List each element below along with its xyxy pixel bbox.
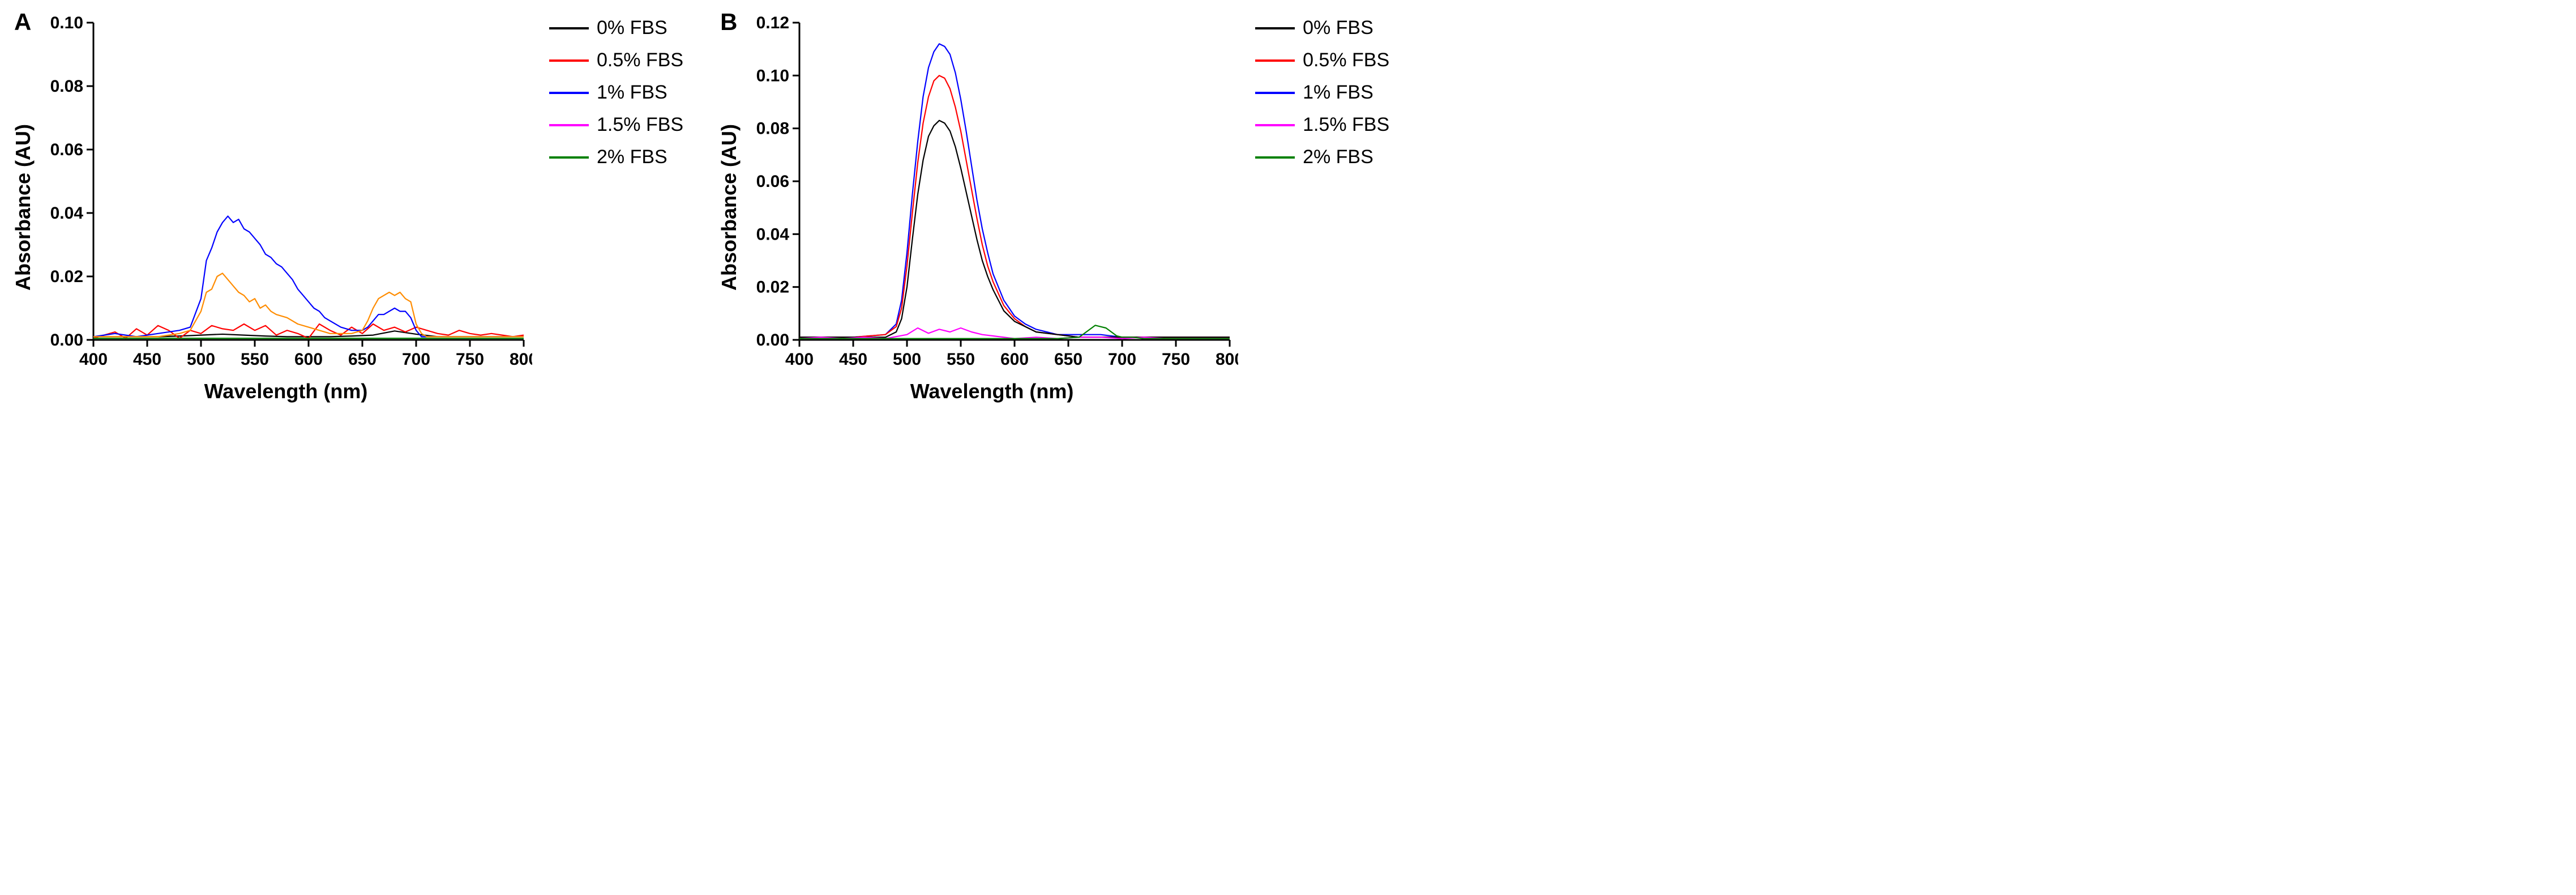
- legend-swatch: [1255, 27, 1295, 29]
- panel-b-chart-wrap: Absorbance (AU) 400 450 500 550 600 650 700 750…: [717, 11, 1238, 403]
- svg-text:650: 650: [1054, 350, 1082, 369]
- legend-label: 1.5% FBS: [1303, 114, 1389, 136]
- svg-text:800: 800: [510, 350, 532, 369]
- panel-a-label: A: [14, 8, 31, 36]
- svg-text:600: 600: [1000, 350, 1029, 369]
- legend-swatch: [1255, 92, 1295, 94]
- panel-a-axis-col: 400 450 500 550 600 650 700 750 800 0.00 0.02 0.04 0…: [40, 11, 532, 403]
- svg-text:500: 500: [893, 350, 921, 369]
- panel-b-ylabel: Absorbance (AU): [717, 124, 741, 291]
- figure-row: A Absorbance (AU) 400 450 500 550 600 650 700 7…: [11, 11, 2565, 403]
- svg-text:400: 400: [785, 350, 814, 369]
- svg-text:0.02: 0.02: [50, 267, 83, 286]
- svg-text:0.10: 0.10: [756, 66, 789, 85]
- svg-text:700: 700: [1108, 350, 1136, 369]
- svg-text:0.04: 0.04: [756, 225, 790, 244]
- panel-b-axis-col: 400 450 500 550 600 650 700 750 800 0.00 0.02 0.04 0…: [746, 11, 1238, 403]
- legend-swatch: [1255, 156, 1295, 159]
- panel-b-xlabel: Wavelength (nm): [910, 380, 1074, 403]
- legend-item: 1% FBS: [549, 82, 683, 104]
- svg-text:0.04: 0.04: [50, 204, 84, 223]
- svg-text:550: 550: [947, 350, 975, 369]
- svg-text:750: 750: [1162, 350, 1190, 369]
- svg-text:650: 650: [348, 350, 376, 369]
- svg-text:450: 450: [133, 350, 161, 369]
- legend-item: 1% FBS: [1255, 82, 1389, 104]
- legend-item: 0% FBS: [549, 17, 683, 39]
- legend-label: 0.5% FBS: [1303, 49, 1389, 71]
- svg-text:600: 600: [294, 350, 323, 369]
- svg-text:0.08: 0.08: [50, 77, 83, 96]
- legend-item: 2% FBS: [1255, 146, 1389, 168]
- legend-label: 0% FBS: [597, 17, 667, 39]
- svg-text:0.02: 0.02: [756, 278, 789, 297]
- panel-b-legend: 0% FBS 0.5% FBS 1% FBS 1.5% FBS 2% FBS: [1255, 17, 1389, 168]
- panel-a-xlabel: Wavelength (nm): [204, 380, 368, 403]
- panel-b: B Absorbance (AU) 400 450 500 550 600 650 700 7…: [717, 11, 1389, 403]
- svg-text:800: 800: [1216, 350, 1238, 369]
- svg-text:0.06: 0.06: [50, 140, 83, 159]
- legend-item: 2% FBS: [549, 146, 683, 168]
- panel-b-svg: 400 450 500 550 600 650 700 750 800 0.00 0.02 0.04 0…: [746, 11, 1238, 374]
- legend-swatch: [549, 156, 589, 159]
- svg-text:0.06: 0.06: [756, 172, 789, 191]
- panel-a-legend: 0% FBS 0.5% FBS 1% FBS 1.5% FBS 2% FBS: [549, 17, 683, 168]
- legend-swatch: [1255, 124, 1295, 126]
- legend-label: 1% FBS: [1303, 82, 1373, 104]
- legend-swatch: [549, 124, 589, 126]
- svg-text:0.00: 0.00: [50, 331, 83, 350]
- svg-text:500: 500: [187, 350, 215, 369]
- legend-item: 0.5% FBS: [549, 49, 683, 71]
- legend-label: 0.5% FBS: [597, 49, 683, 71]
- svg-text:0.00: 0.00: [756, 331, 789, 350]
- svg-text:450: 450: [839, 350, 867, 369]
- legend-label: 0% FBS: [1303, 17, 1373, 39]
- legend-swatch: [1255, 59, 1295, 62]
- legend-item: 1.5% FBS: [549, 114, 683, 136]
- panel-a: A Absorbance (AU) 400 450 500 550 600 650 700 7…: [11, 11, 683, 403]
- legend-item: 0.5% FBS: [1255, 49, 1389, 71]
- panel-a-chart-wrap: Absorbance (AU) 400 450 500 550 600 650 700 750…: [11, 11, 532, 403]
- legend-item: 0% FBS: [1255, 17, 1389, 39]
- svg-text:550: 550: [241, 350, 269, 369]
- svg-text:0.12: 0.12: [756, 14, 789, 32]
- legend-swatch: [549, 92, 589, 94]
- panel-b-label: B: [720, 8, 737, 36]
- legend-swatch: [549, 27, 589, 29]
- svg-text:700: 700: [402, 350, 430, 369]
- legend-item: 1.5% FBS: [1255, 114, 1389, 136]
- legend-label: 2% FBS: [1303, 146, 1373, 168]
- svg-text:0.10: 0.10: [50, 14, 83, 32]
- svg-text:0.08: 0.08: [756, 120, 789, 138]
- svg-text:750: 750: [456, 350, 484, 369]
- legend-label: 2% FBS: [597, 146, 667, 168]
- svg-text:400: 400: [79, 350, 108, 369]
- legend-label: 1% FBS: [597, 82, 667, 104]
- panel-a-ylabel: Absorbance (AU): [11, 124, 35, 291]
- legend-label: 1.5% FBS: [597, 114, 683, 136]
- panel-a-svg: 400 450 500 550 600 650 700 750 800 0.00 0.02 0.04 0…: [40, 11, 532, 374]
- legend-swatch: [549, 59, 589, 62]
